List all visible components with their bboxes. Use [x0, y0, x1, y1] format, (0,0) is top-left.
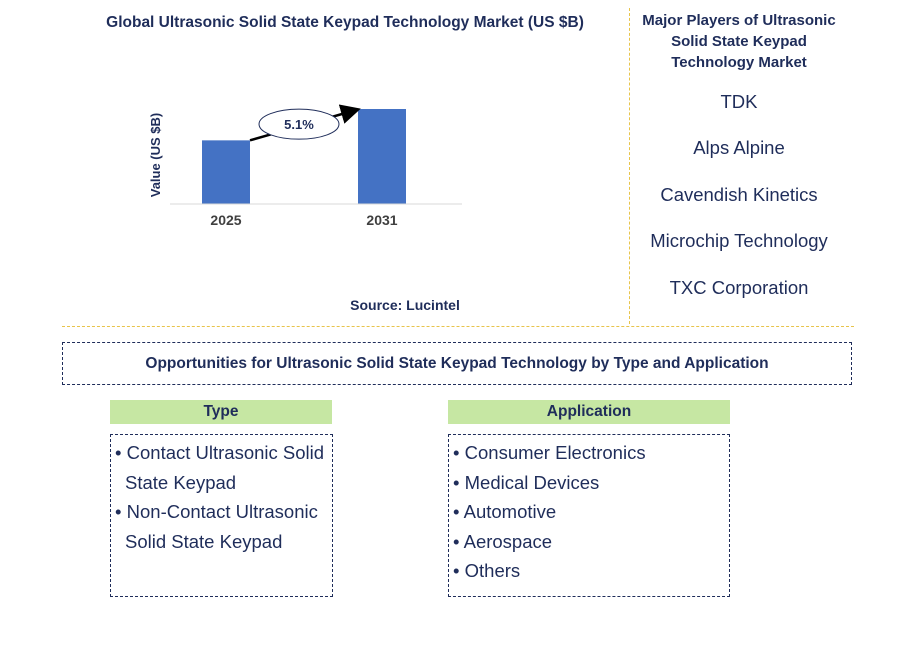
application-header: Application — [448, 400, 730, 424]
y-axis-label: Value (US $B) — [148, 113, 163, 198]
type-box: Contact Ultrasonic Solid State Keypad No… — [110, 434, 333, 597]
cagr-label: 5.1% — [284, 117, 314, 132]
players-title: Major Players of Ultrasonic Solid State … — [642, 12, 836, 71]
chart-source: Source: Lucintel — [350, 297, 460, 313]
opportunities-title: Opportunities for Ultrasonic Solid State… — [62, 342, 852, 385]
type-header: Type — [110, 400, 332, 424]
player-item: TDK — [720, 91, 758, 112]
application-item: Medical Devices — [453, 468, 729, 498]
application-item: Others — [453, 556, 729, 586]
bar-2031 — [358, 109, 406, 204]
chart-title: Global Ultrasonic Solid State Keypad Tec… — [106, 14, 584, 31]
player-item: TXC Corporation — [669, 276, 809, 298]
application-item: Automotive — [453, 497, 729, 527]
vertical-divider — [629, 8, 630, 324]
bar-2025 — [202, 140, 250, 204]
cagr-ellipse — [258, 108, 340, 140]
player-item: Alps Alpine — [693, 137, 785, 159]
player-item: Microchip Technology — [650, 230, 828, 252]
type-item: Non-Contact Ultrasonic Solid State Keypa… — [115, 497, 332, 556]
x-tick-label: 2031 — [366, 212, 397, 228]
application-box: Consumer Electronics Medical Devices Aut… — [448, 434, 730, 597]
player-item: Cavendish Kinetics — [660, 183, 818, 205]
type-item: Contact Ultrasonic Solid State Keypad — [115, 438, 332, 497]
application-item: Aerospace — [453, 527, 729, 557]
players-list: TDK Alps Alpine Cavendish Kinetics Micro… — [632, 82, 846, 314]
bar-chart: Value (US $B) 2025 2031 5.1% — [148, 104, 462, 228]
x-tick-label: 2025 — [210, 212, 241, 228]
application-item: Consumer Electronics — [453, 438, 729, 468]
horizontal-divider — [62, 326, 854, 327]
